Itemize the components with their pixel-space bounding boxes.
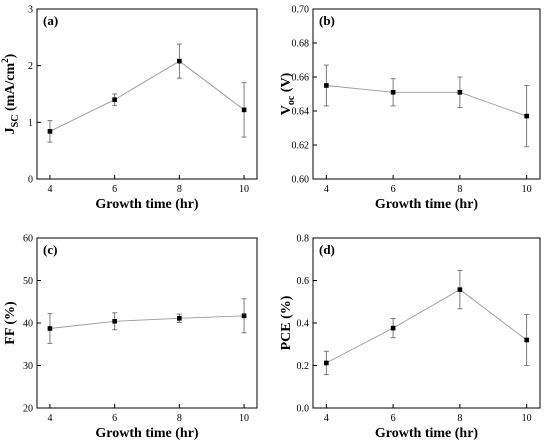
x-axis-title: Growth time (hr) <box>95 426 198 441</box>
y-tick-label: 0.2 <box>297 361 310 372</box>
y-axis-title-part: 2 <box>0 58 10 63</box>
x-tick-label: 8 <box>457 413 462 424</box>
data-point <box>390 325 396 331</box>
y-tick-label: 0.4 <box>297 319 310 330</box>
data-point <box>47 129 53 134</box>
y-axis-title-part: V <box>279 105 294 115</box>
panel-label: (b) <box>319 13 335 28</box>
plot-frame <box>36 8 258 180</box>
x-axis-title: Growth time (hr) <box>95 197 198 212</box>
panel-label: (d) <box>319 242 335 257</box>
y-tick-label: 0.70 <box>292 5 310 16</box>
data-point <box>241 107 247 113</box>
y-tick-label: 0.8 <box>297 234 310 245</box>
data-point <box>241 313 247 319</box>
data-point <box>47 326 53 331</box>
x-tick-label: 8 <box>177 413 182 424</box>
y-tick-label: 30 <box>23 361 33 372</box>
y-tick-label: 0.66 <box>292 73 310 84</box>
data-point <box>524 113 529 119</box>
plot-frame <box>36 237 258 409</box>
y-tick-label: 2 <box>28 61 33 72</box>
y-axis-title-part: oc <box>286 95 297 105</box>
x-axis-title: Growth time (hr) <box>375 426 478 441</box>
y-axis-title-part: SC <box>10 115 21 128</box>
y-tick-label: 60 <box>23 234 33 245</box>
y-axis-title-part: PCE (%) <box>279 295 294 350</box>
panel-label: (a) <box>43 13 58 28</box>
x-tick-label: 4 <box>324 184 329 195</box>
data-point <box>324 83 329 88</box>
x-tick-label: 8 <box>177 184 182 195</box>
data-point <box>112 319 117 324</box>
panel-b: 4 6 8 10 0.60 0.62 0.64 0.66 0.68 0.70 (b) Growth t… <box>279 5 541 212</box>
data-point <box>112 97 117 102</box>
y-tick-label: 0.62 <box>292 141 310 152</box>
data-point <box>177 58 182 64</box>
x-tick-label: 4 <box>47 413 52 424</box>
x-tick-label: 4 <box>324 413 329 424</box>
y-axis-title: JSC (mA/cm2) <box>0 53 21 134</box>
data-point <box>524 337 529 343</box>
y-axis-title-part: J <box>3 127 18 134</box>
data-point <box>457 287 463 292</box>
x-tick-label: 10 <box>239 184 249 195</box>
data-point <box>390 90 396 95</box>
y-tick-label: 0 <box>28 175 33 186</box>
x-tick-label: 6 <box>391 184 396 195</box>
x-tick-label: 6 <box>112 413 117 424</box>
x-tick-label: 6 <box>391 413 396 424</box>
series-line <box>49 315 245 329</box>
series-line <box>326 85 527 117</box>
y-tick-label: 1 <box>28 118 33 129</box>
x-tick-label: 10 <box>522 413 532 424</box>
y-axis-title-part: ) <box>3 53 18 58</box>
y-tick-label: 0.64 <box>292 107 310 118</box>
y-axis-title-part: FF (%) <box>3 301 18 345</box>
y-tick-label: 50 <box>23 276 33 287</box>
x-tick-label: 8 <box>457 184 462 195</box>
y-tick-label: 3 <box>28 5 33 16</box>
x-tick-label: 10 <box>239 413 249 424</box>
panel-d: 4 6 8 10 0.0 0.2 0.4 0.6 0.8 (d) Growth time (hr) P… <box>279 234 541 441</box>
x-tick-label: 6 <box>112 184 117 195</box>
plot-frame <box>312 237 541 409</box>
data-point <box>457 90 463 95</box>
plot-frame <box>312 8 541 180</box>
x-tick-label: 10 <box>522 184 532 195</box>
panel-label: (c) <box>43 242 57 257</box>
panel-c: 4 6 8 10 20 30 40 50 60 (c) Growth time (hr) FF (%) <box>3 234 258 441</box>
y-axis-title-part: (mA/cm <box>3 63 18 115</box>
data-point <box>324 360 329 366</box>
y-axis-title: PCE (%) <box>279 295 294 350</box>
series-line <box>326 289 527 364</box>
y-axis-title: Voc (V) <box>279 72 297 115</box>
y-tick-label: 0.60 <box>292 175 310 186</box>
y-axis-title-part: (V) <box>279 72 294 95</box>
x-tick-label: 4 <box>47 184 52 195</box>
y-axis-title: FF (%) <box>3 301 18 345</box>
y-tick-label: 40 <box>23 319 33 330</box>
series-line <box>49 60 245 132</box>
data-point <box>177 316 182 321</box>
y-tick-label: 0.0 <box>297 404 310 415</box>
y-tick-label: 0.68 <box>292 39 310 50</box>
y-tick-label: 0.6 <box>297 276 310 287</box>
y-tick-label: 20 <box>23 404 33 415</box>
x-axis-title: Growth time (hr) <box>375 197 478 212</box>
